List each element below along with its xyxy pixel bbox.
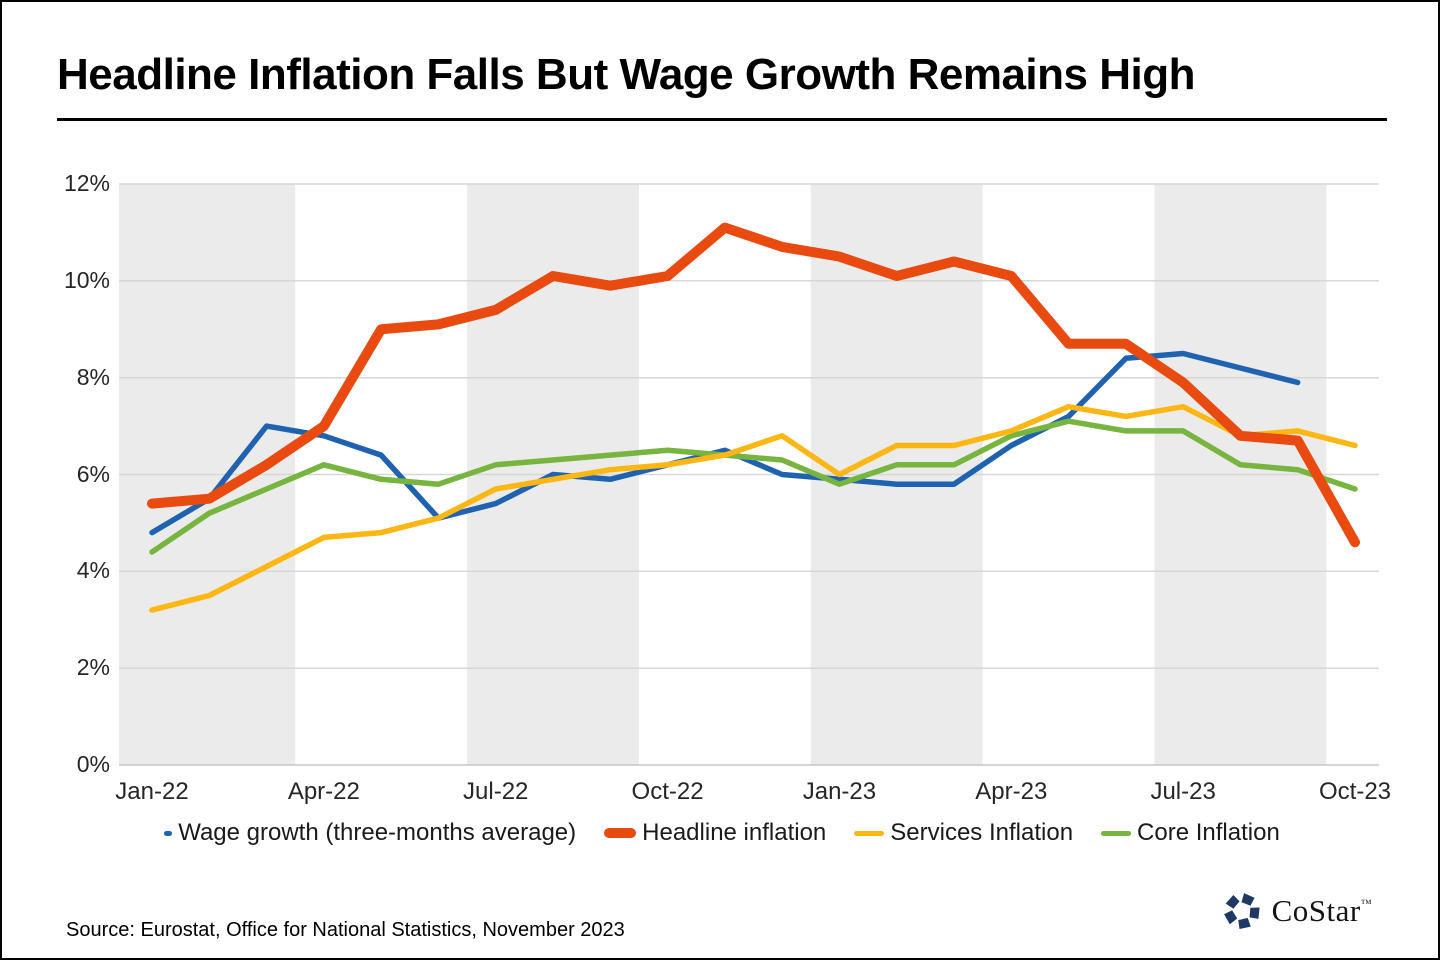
x-tick-label: Jan-23 [802,778,877,805]
y-tick-label: 2% [76,654,110,681]
chart-title: Headline Inflation Falls But Wage Growth… [57,50,1195,99]
legend-item-core-inflation: Core Inflation [1101,819,1280,847]
core-inflation-line-swatch [1101,830,1132,836]
legend-item-headline-inflation: Headline inflation [604,819,826,847]
legend-item-wage-growth: Wage growth (three-months average) [164,819,576,847]
y-tick-label: 0% [76,751,110,777]
legend-label: Services Inflation [890,819,1074,846]
legend-label: Core Inflation [1137,819,1280,846]
trademark-symbol: ™ [1360,898,1372,910]
legend-label: Wage growth (three-months average) [178,819,577,846]
x-tick-label: Oct-23 [1318,778,1392,805]
chart-legend: Wage growth (three-months average) Headl… [2,819,1438,847]
headline-inflation-line-swatch [604,828,637,838]
x-tick-label: Apr-22 [287,778,360,805]
legend-item-services-inflation: Services Inflation [854,819,1073,847]
x-tick-label: Oct-22 [631,778,704,805]
wage-growth-line-swatch [164,830,173,836]
y-tick-label: 4% [76,557,110,584]
legend-label: Headline inflation [642,819,827,846]
services-inflation-line-swatch [854,830,885,836]
y-tick-label: 6% [76,460,110,487]
x-tick-label: Jul-22 [463,778,529,805]
costar-wordmark: CoStar™ [1271,893,1372,928]
costar-pinwheel-icon [1223,893,1260,930]
title-divider [57,118,1387,121]
costar-logo: CoStar™ [1221,890,1372,932]
x-tick-label: Jul-23 [1150,778,1216,805]
x-tick-label: Jan-22 [115,778,189,805]
y-tick-label: 12% [63,170,110,196]
source-note: Source: Eurostat, Office for National St… [66,919,625,941]
y-tick-label: 10% [63,266,110,293]
x-tick-label: Apr-23 [975,778,1048,805]
y-tick-label: 8% [76,363,110,390]
